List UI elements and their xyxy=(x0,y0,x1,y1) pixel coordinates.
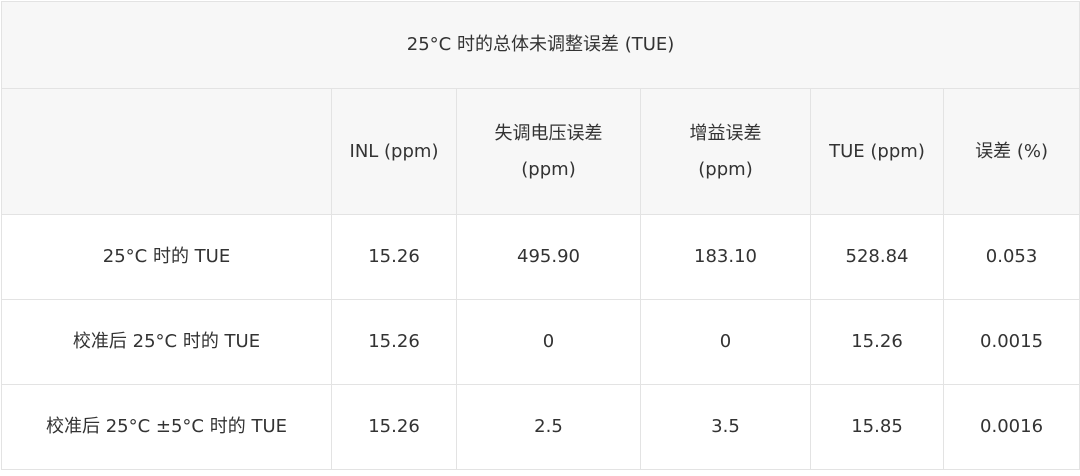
table-cell: 3.5 xyxy=(640,384,811,470)
column-header: 增益误差 (ppm) xyxy=(640,88,811,215)
column-header: INL (ppm) xyxy=(331,88,457,215)
column-header xyxy=(1,88,332,215)
table-cell: 15.26 xyxy=(331,299,457,385)
table-cell: 2.5 xyxy=(456,384,641,470)
column-header-line: INL (ppm) xyxy=(349,140,439,162)
row-label: 25°C 时的 TUE xyxy=(1,214,332,300)
table-row: 校准后 25°C 时的 TUE 15.26 0 0 15.26 0.0015 xyxy=(1,299,1080,385)
table-cell: 15.26 xyxy=(810,299,944,385)
table-cell: 15.26 xyxy=(331,214,457,300)
table-cell: 0.053 xyxy=(942,214,1080,300)
table-cell: 15.26 xyxy=(331,384,457,470)
table-cell: 15.85 xyxy=(810,384,944,470)
table-row: 25°C 时的 TUE 15.26 495.90 183.10 528.84 0.053 xyxy=(1,214,1080,300)
table-cell: 495.90 xyxy=(456,214,641,300)
table-row: 校准后 25°C ±5°C 时的 TUE 15.26 2.5 3.5 15.85 0.00… xyxy=(1,384,1080,470)
table-cell: 0.0015 xyxy=(942,299,1080,385)
column-header: 失调电压误差 (ppm) xyxy=(456,88,641,215)
column-header-line: 误差 (%) xyxy=(975,140,1048,162)
row-label: 校准后 25°C 时的 TUE xyxy=(1,299,332,385)
column-header: TUE (ppm) xyxy=(810,88,944,215)
column-header: 误差 (%) xyxy=(942,88,1080,215)
table-cell: 0 xyxy=(640,299,811,385)
table-title-row: 25°C 时的总体未调整误差 (TUE) xyxy=(0,1,1080,89)
table-cell: 0.0016 xyxy=(942,384,1080,470)
table-cell: 528.84 xyxy=(810,214,944,300)
column-header-line: TUE (ppm) xyxy=(829,140,925,162)
row-label: 校准后 25°C ±5°C 时的 TUE xyxy=(1,384,332,470)
column-header-line: 增益误差 xyxy=(689,122,762,144)
table-cell: 0 xyxy=(456,299,641,385)
column-header-line: (ppm) xyxy=(521,158,576,180)
table-title: 25°C 时的总体未调整误差 (TUE) xyxy=(0,1,1080,89)
column-header-line: 失调电压误差 xyxy=(494,122,603,144)
column-header-line: (ppm) xyxy=(698,158,753,180)
table-cell: 183.10 xyxy=(640,214,811,300)
header-row: INL (ppm) 失调电压误差 (ppm) 增益误差 (ppm) TUE (ppm) 误差… xyxy=(1,88,1080,215)
